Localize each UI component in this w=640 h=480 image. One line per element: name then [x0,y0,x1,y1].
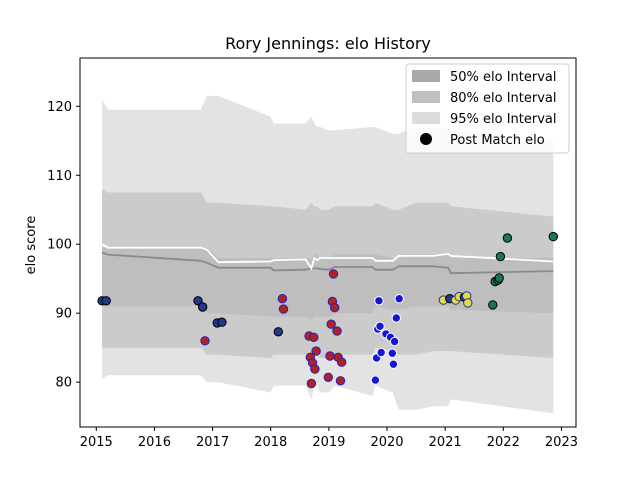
x-tick-label: 2017 [196,435,229,450]
post-match-elo-point [375,321,385,331]
post-match-elo-point [330,303,340,313]
post-match-elo-point [332,326,342,336]
x-tick-label: 2021 [429,435,462,450]
post-match-elo-point [325,351,335,361]
post-match-elo-point [388,359,399,369]
legend: 50% elo Interval 80% elo Interval 95% elo … [405,63,570,154]
post-match-elo-point [328,269,339,279]
x-tick-label: 2023 [545,435,578,450]
y-tick-label: 100 [47,238,72,253]
post-match-elo-point [335,376,346,386]
median-line [101,251,554,275]
legend-box [405,63,570,154]
x-tick-label: 2016 [138,435,171,450]
post-match-elo-point [494,273,504,283]
chart-title: Rory Jennings: elo History [225,34,431,53]
legend-swatch [412,70,440,82]
post-match-elo-point [387,348,397,358]
post-match-elo-point [311,346,321,356]
y-axis-label: elo score [24,216,39,275]
post-match-elo-point [370,375,381,385]
y-tick-label: 80 [55,376,72,391]
post-match-elo-point [389,336,400,347]
mean-line [101,243,554,271]
legend-label: 95% elo Interval [450,112,557,127]
post-match-elo-point [278,304,289,314]
x-tick-label: 2020 [370,435,403,450]
x-tick-label: 2015 [80,435,113,450]
post-match-elo-point [310,364,320,374]
post-match-elo-point [394,294,404,304]
x-tick-label: 2018 [254,435,287,450]
legend-marker [420,133,432,145]
post-match-elo-point [200,336,210,346]
plot-area [97,95,558,414]
x-tick-label: 2022 [487,435,520,450]
legend-label: 50% elo Interval [450,70,557,85]
legend-label: Post Match elo [450,133,545,148]
post-match-elo-point [273,327,283,337]
post-match-elo-point [198,302,208,312]
legend-swatch [412,112,440,124]
post-match-elo-point [495,251,506,262]
legend-swatch [412,91,440,103]
post-match-elo-point [502,233,513,243]
post-match-elo-point [391,313,401,323]
y-tick-label: 110 [47,169,72,184]
post-match-elo-point [309,332,319,342]
y-tick-label: 120 [47,100,72,115]
post-match-elo-point [323,372,333,382]
post-match-elo-point [277,294,288,304]
post-match-elo-point [488,300,498,310]
axes-frame [79,57,577,428]
post-match-elo-point [548,231,558,242]
post-match-elo-point [306,378,317,389]
legend-label: 80% elo Interval [450,91,557,106]
x-tick-label: 2019 [312,435,345,450]
post-match-elo-point [217,317,227,327]
post-match-elo-point [463,298,473,308]
post-match-elo-point [193,296,203,306]
axes: 2015 2016 2017 2018 2019 2020 2021 2022 2023 80 90… [47,57,578,450]
post-match-elo-point [376,347,386,358]
post-match-elo-point [326,319,336,329]
post-match-elo-point [337,357,347,367]
post-match-elo-point [374,296,384,306]
y-tick-label: 90 [55,307,72,322]
post-match-elo-point [101,296,111,306]
